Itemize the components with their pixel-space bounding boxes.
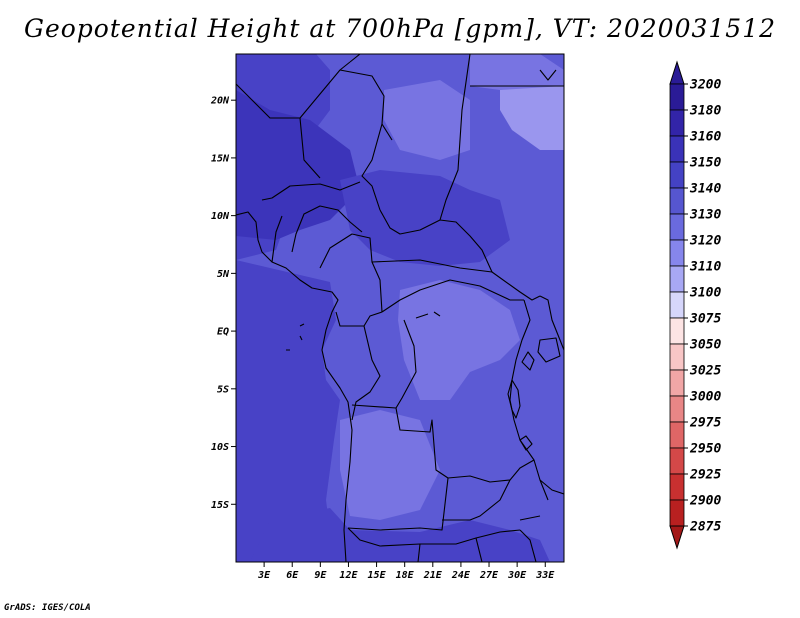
field-region-8 (384, 80, 470, 160)
lon-tick-label: 3E (257, 570, 271, 581)
colorbar-label: 3180 (689, 104, 721, 119)
colorbar-swatch (669, 395, 685, 423)
lat-tick-label: 15S (211, 500, 229, 511)
field-region-6 (398, 280, 520, 400)
field-region-2 (236, 90, 360, 240)
colorbar-label: 3100 (689, 286, 721, 301)
colorbar-label: 3120 (689, 234, 721, 249)
lon-tick-label: 21E (423, 570, 443, 581)
colorbar-label: 2950 (689, 442, 721, 457)
colorbar-label: 3160 (689, 130, 721, 145)
colorbar-label: 2975 (689, 416, 721, 431)
colorbar-label: 3140 (689, 182, 721, 197)
colorbar-swatch (669, 265, 685, 293)
colorbar-label: 2875 (689, 520, 721, 535)
colorbar-swatch (669, 499, 685, 527)
height-field (236, 54, 564, 562)
field-region-5 (250, 508, 550, 562)
colorbar-swatch (669, 447, 685, 475)
lon-tick-label: 6E (286, 570, 299, 581)
colorbar-swatch (669, 317, 685, 345)
colorbar-label: 3130 (689, 208, 721, 223)
lon-tick-label: 27E (479, 570, 499, 581)
lat-tick-label: 10S (211, 442, 229, 453)
latitude-axis: 20N 15N 10N 5N EQ 5S 10S 15S (210, 96, 236, 511)
grads-credit: GrADS: IGES/COLA (4, 603, 91, 613)
colorbar-label: 3050 (689, 338, 721, 353)
colorbar-label: 3150 (689, 156, 721, 171)
lon-tick-label: 24E (451, 570, 471, 581)
colorbar-swatch (669, 109, 685, 137)
colorbar-swatch (669, 213, 685, 241)
colorbar-swatch (669, 187, 685, 215)
map-frame (235, 53, 565, 563)
field-region-9 (500, 80, 564, 150)
colorbar-label: 3075 (689, 312, 721, 327)
lat-tick-label: 15N (211, 153, 230, 164)
colorbar-label: 3025 (689, 364, 721, 379)
lon-tick-label: 15E (368, 570, 387, 581)
lon-tick-label: 9E (314, 570, 327, 581)
lon-tick-label: 33E (535, 570, 555, 581)
lon-tick-label: 18E (396, 570, 415, 581)
colorbar-swatch (669, 369, 685, 397)
longitude-axis: 3E 6E 9E 12E 15E 18E 21E 24E 27E 30E 33E (257, 562, 555, 581)
colorbar-swatch (669, 291, 685, 319)
lat-tick-label: EQ (217, 327, 229, 338)
map-title: Geopotential Height at 700hPa [gpm], VT:… (23, 14, 777, 43)
lat-tick-label: 5N (217, 269, 230, 280)
lat-tick-label: 20N (210, 96, 230, 107)
lon-tick-label: 30E (507, 570, 527, 581)
country-borders (236, 54, 564, 562)
colorbar-swatch (669, 239, 685, 267)
field-region-7 (340, 410, 440, 520)
colorbar-label: 2900 (689, 494, 721, 509)
colorbar-top-arrow (669, 60, 685, 85)
colorbar-legend: 3200 3180 3160 3150 3140 3130 3120 3110 3100 3075… (669, 60, 721, 550)
lat-tick-label: 5S (217, 384, 229, 395)
colorbar-swatch (669, 161, 685, 189)
lat-tick-label: 10N (211, 211, 230, 222)
field-region-10 (470, 54, 564, 90)
colorbar-label: 3200 (689, 78, 721, 93)
lon-tick-label: 12E (339, 570, 358, 581)
colorbar-label: 3000 (689, 390, 721, 405)
colorbar-label: 3110 (689, 260, 721, 275)
colorbar-bottom-arrow (669, 525, 685, 550)
field-region-3 (236, 260, 340, 562)
colorbar-swatch (669, 473, 685, 501)
colorbar-label: 2925 (689, 468, 721, 483)
field-region-4 (340, 170, 510, 266)
colorbar-swatch (669, 83, 685, 111)
colorbar-swatch (669, 421, 685, 449)
colorbar-swatch (669, 135, 685, 163)
colorbar-swatch (669, 343, 685, 371)
